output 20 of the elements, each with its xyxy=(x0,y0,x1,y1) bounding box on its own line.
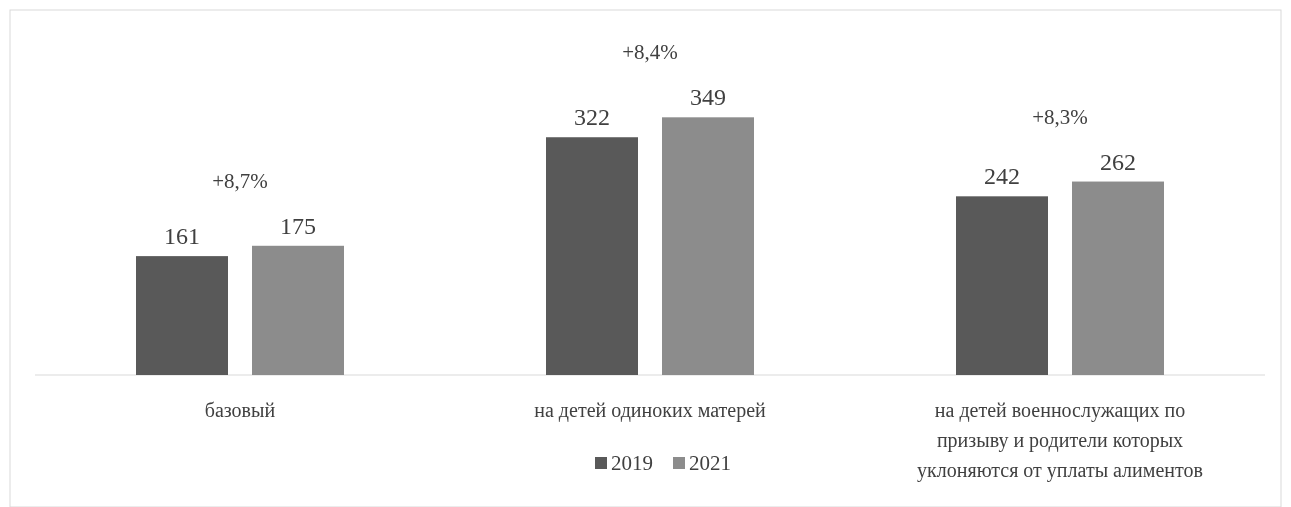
data-label: 175 xyxy=(280,212,316,239)
data-label: 349 xyxy=(690,84,726,111)
x-tick-label: на детей военнослужащих по призыву и родители которых уклоняются от уплаты алиментов xyxy=(917,399,1203,482)
data-label: 262 xyxy=(1100,148,1136,175)
legend-label: 2021 xyxy=(689,451,731,475)
bar xyxy=(956,196,1048,375)
legend-label: 2019 xyxy=(611,451,653,475)
text: +8,4% xyxy=(622,40,678,65)
data-label: 161 xyxy=(164,223,200,250)
x-tick-label: на детей одиноких матерей xyxy=(534,399,767,422)
bar xyxy=(1072,181,1164,375)
bar xyxy=(136,256,228,375)
bar xyxy=(662,117,754,375)
x-tick-label: базовый xyxy=(204,399,276,421)
annotation: +8,3% xyxy=(1032,104,1088,129)
bar xyxy=(546,137,638,375)
data-label: 242 xyxy=(984,163,1020,190)
annotation: +8,7% xyxy=(212,168,268,193)
data-label: 322 xyxy=(574,104,610,131)
bar xyxy=(252,245,344,375)
